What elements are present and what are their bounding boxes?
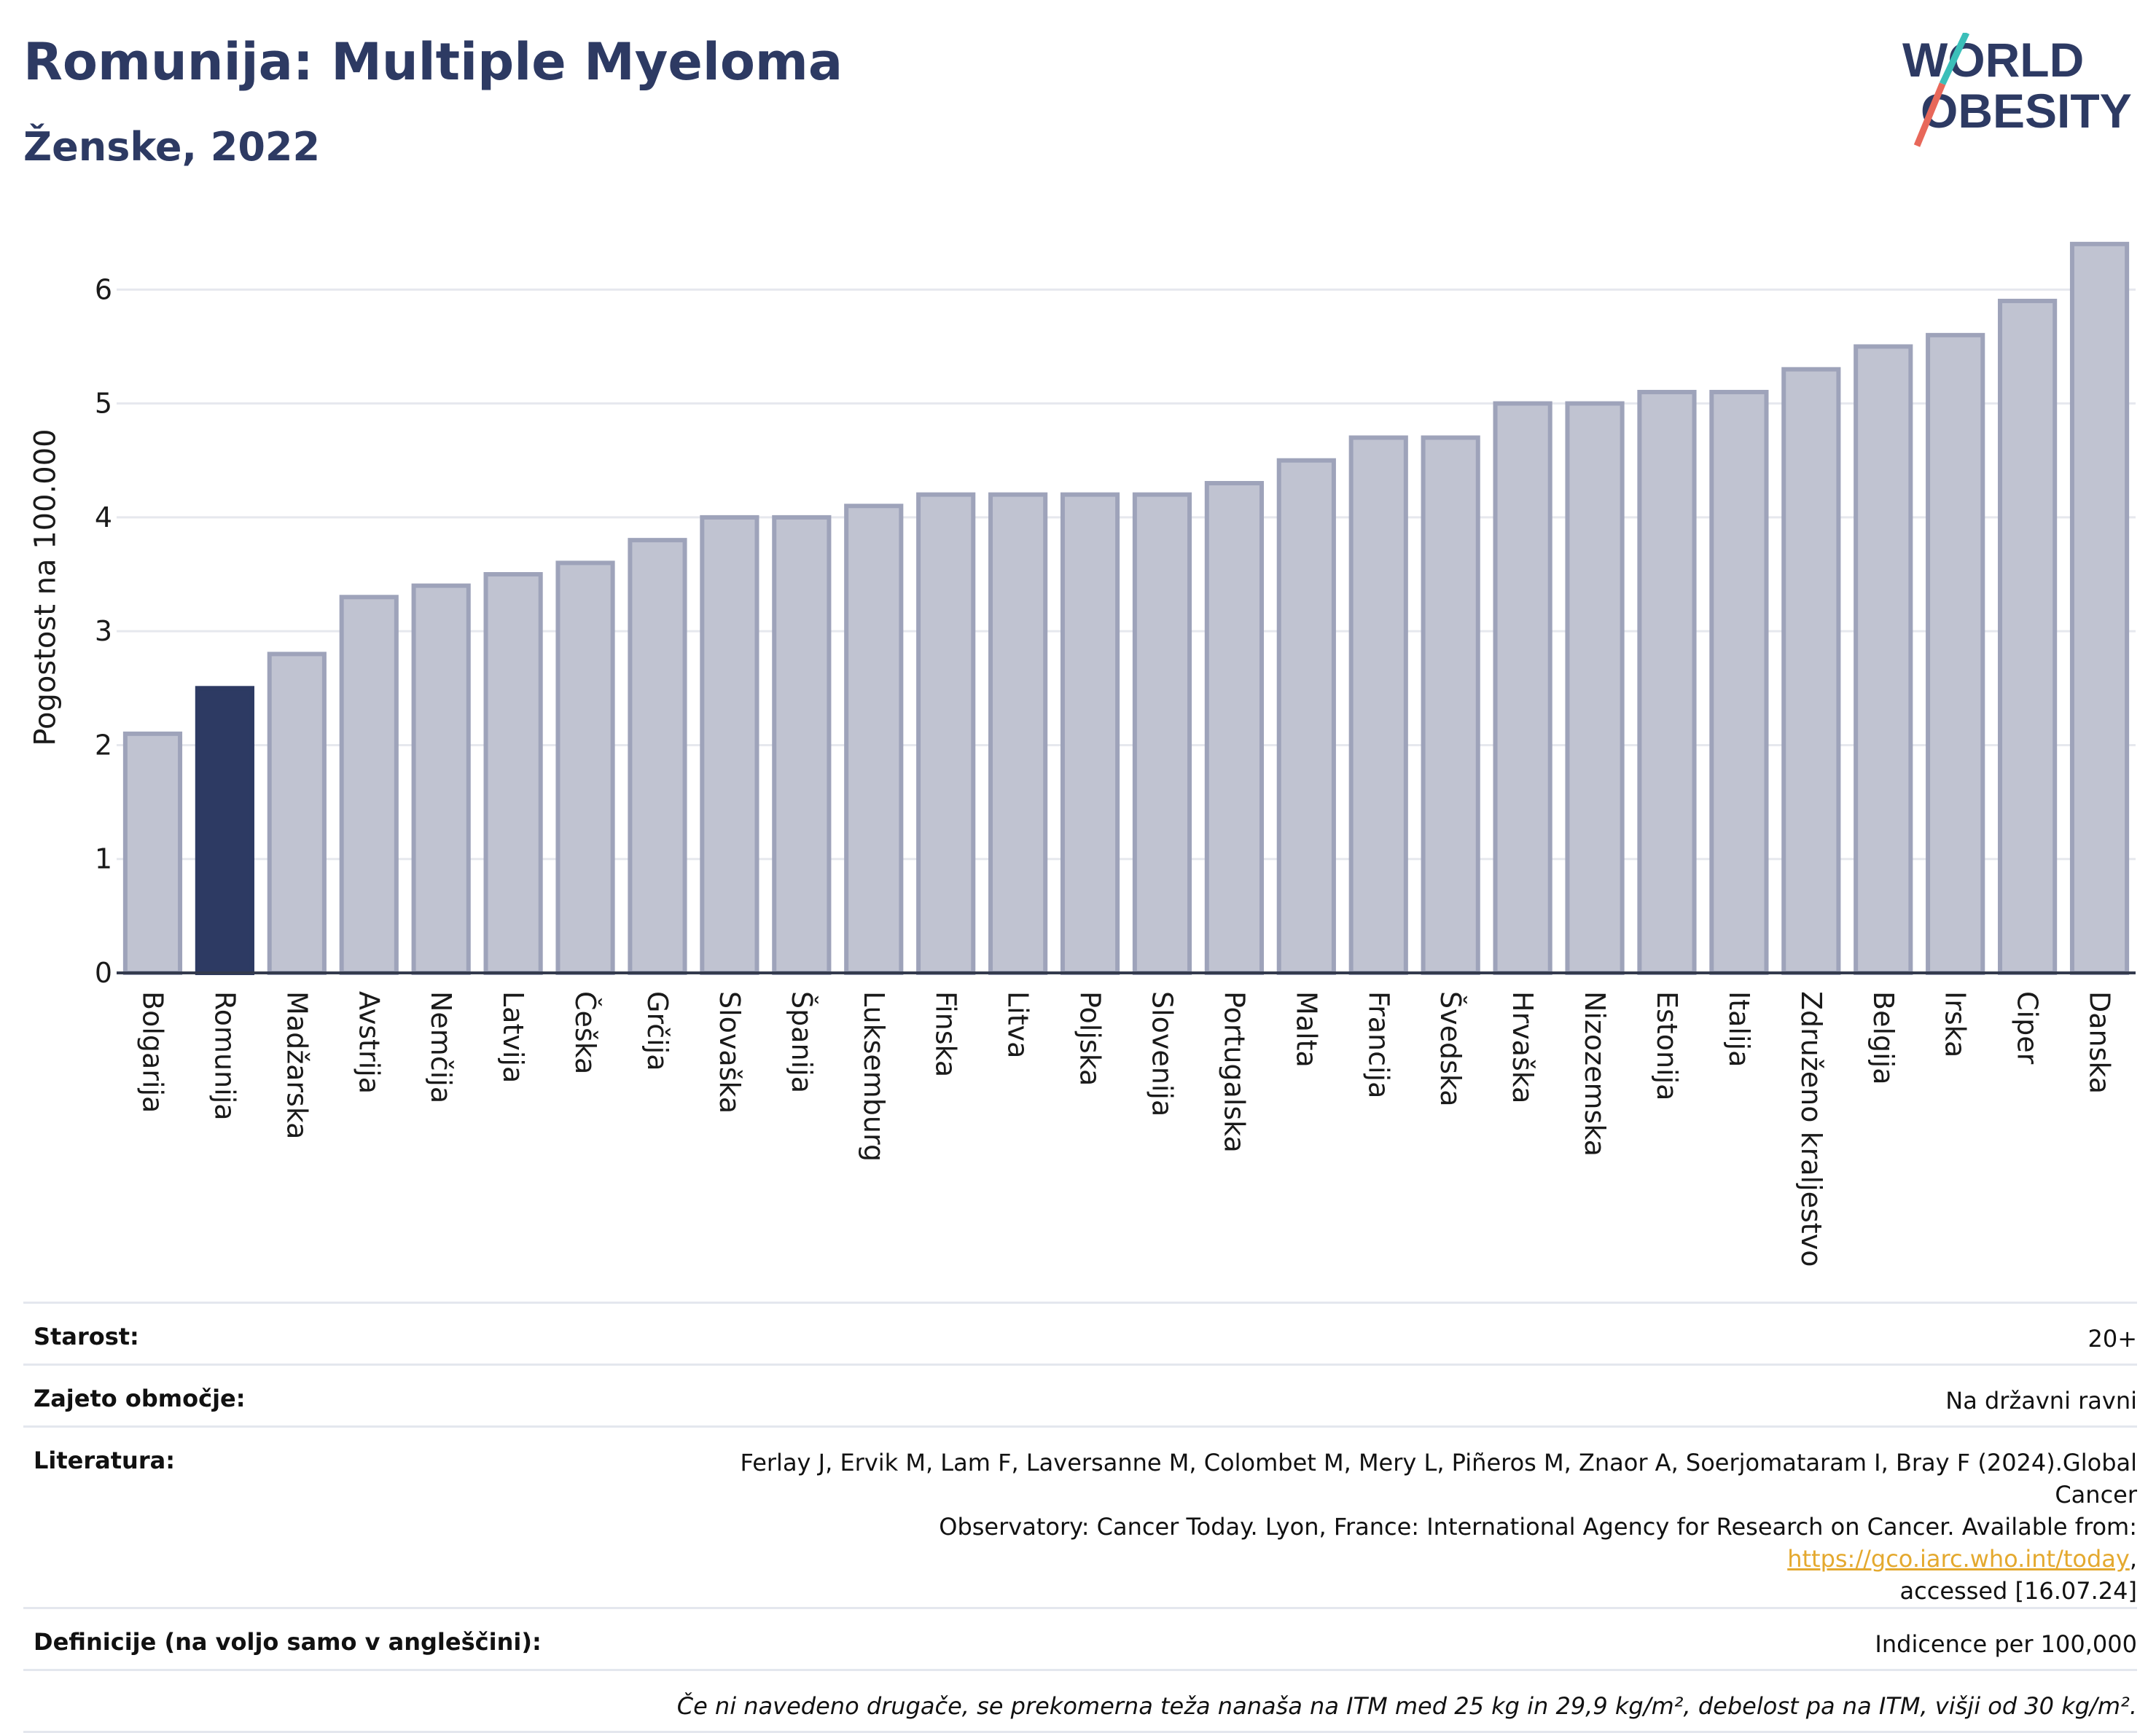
bar-slovenija [1132,492,1192,975]
y-tick-label: 4 [95,501,112,533]
x-tick-label: Francija [1362,991,1394,1098]
x-tick-label: Nizozemska [1579,991,1611,1157]
literature-value: Ferlay J, Ervik M, Lam F, Laversanne M, … [690,1425,2137,1608]
page-title: Romunija: Multiple Myeloma [23,32,843,92]
y-tick-label: 5 [95,388,112,420]
bar-nemčija [411,583,471,975]
bar-poljska [1060,492,1120,975]
bar-združeno-kraljestvo [1781,367,1841,975]
x-tick-label: Romunija [208,991,241,1121]
coverage-label: Zajeto območje: [23,1364,690,1427]
literature-line2-end: , [2129,1545,2137,1573]
bar-švedska [1421,435,1480,975]
x-tick-label: Hrvaška [1507,991,1539,1103]
x-tick-label: Malta [1290,991,1322,1068]
info-row-literature: Literatura: Ferlay J, Ervik M, Lam F, La… [23,1425,2137,1608]
bar-bolgarija [122,731,183,975]
bar-avstrija [339,595,399,975]
y-axis-label: Pogostost na 100.000 [28,429,63,746]
x-tick-label: Slovenija [1146,991,1178,1116]
x-tick-label: Latvija [497,991,529,1083]
bar-hrvaška [1493,401,1552,975]
bar-danska [2069,241,2130,975]
bar-estonija [1637,389,1697,975]
y-tick-label: 2 [95,729,112,761]
logo-line2: OBESITY [1921,84,2132,138]
bar-litva [988,492,1048,975]
info-row-definitions: Definicije (na voljo samo v angleščini):… [23,1607,2137,1670]
x-tick-label: Slovaška [714,991,746,1114]
bar-malta [1276,458,1336,975]
bar-latvija [483,572,543,975]
literature-line1: Ferlay J, Ervik M, Lam F, Laversanne M, … [740,1449,2137,1509]
y-tick-label: 3 [95,615,112,647]
bar-italija [1709,389,1769,975]
x-tick-label: Grčija [641,991,673,1071]
footnote: Če ni navedeno drugače, se prekomerna te… [23,1669,2137,1733]
x-tick-label: Nemčija [425,991,457,1103]
bar-grčija [628,538,687,975]
logo-line1: WORLD [1902,33,2084,87]
x-tick-label: Litva [1002,991,1034,1058]
x-tick-label: Ciper [2012,991,2044,1065]
bar-finska [916,492,976,975]
literature-line3: accessed [16.07.24] [1899,1577,2137,1605]
x-tick-label: Švedska [1434,991,1466,1107]
literature-line2: Observatory: Cancer Today. Lyon, France:… [690,1511,2137,1575]
coverage-value: Na državni ravni [690,1364,2137,1427]
logo-slash-red [1913,82,1946,147]
page-subtitle: Ženske, 2022 [23,124,321,170]
x-tick-label: Portugalska [1218,991,1250,1153]
x-tick-label: Irska [1940,991,1972,1057]
x-tick-label: Madžarska [281,991,313,1139]
literature-line2-text: Observatory: Cancer Today. Lyon, France:… [939,1513,2137,1541]
world-obesity-logo: WORLD OBESITY [1902,33,2132,147]
bar-belgija [1854,344,1913,976]
x-tick-label: Danska [2084,991,2116,1094]
bar-chart: 0 1 2 3 4 5 6 Bolgarija Romunija Madžarska Avstrij… [95,241,2136,1267]
literature-label: Literatura: [23,1425,690,1608]
age-label: Starost: [23,1302,690,1365]
bar-slovaška [700,515,759,975]
definitions-value: Indicence per 100,000 [690,1607,2137,1670]
x-tick-label: Poljska [1074,991,1106,1086]
x-tick-label: Združeno kraljestvo [1795,991,1827,1267]
literature-link[interactable]: https://gco.iarc.who.int/today [1787,1545,2130,1573]
bar-ciper [1998,298,2058,975]
logo-slash-teal [1939,33,1970,85]
info-row-age: Starost: 20+ [23,1302,2137,1365]
y-tick-label: 6 [95,273,112,305]
y-tick-label: 1 [95,843,112,875]
x-tick-label: Španija [786,991,818,1093]
x-tick-label: Luksemburg [858,991,890,1162]
x-tick-label: Bolgarija [136,991,168,1113]
definitions-label: Definicije (na voljo samo v angleščini): [23,1607,690,1670]
bar-nizozemska [1565,401,1625,975]
bar-češka [555,560,615,975]
x-tick-label: Italija [1723,991,1755,1067]
x-tick-label: Estonija [1651,991,1683,1100]
y-tick-label: 0 [95,957,112,989]
x-tick-label: Belgija [1867,991,1899,1085]
info-row-coverage: Zajeto območje: Na državni ravni [23,1364,2137,1427]
x-tick-label: Finska [930,991,962,1077]
bar-romunija [195,686,254,975]
x-tick-label: Avstrija [353,991,385,1094]
bar-španija [772,515,832,975]
bar-madžarska [267,652,327,975]
bar-francija [1348,435,1408,975]
x-tick-label: Češka [569,991,601,1074]
info-row-footnote: Če ni navedeno drugače, se prekomerna te… [23,1669,2137,1733]
info-table: Starost: 20+ Zajeto območje: Na državni … [23,1302,2137,1733]
age-value: 20+ [690,1302,2137,1365]
bar-irska [1926,332,1985,975]
bar-portugalska [1204,481,1264,975]
y-axis-label-wrap: Pogostost na 100.000 [23,429,67,746]
bar-luksemburg [844,504,904,975]
